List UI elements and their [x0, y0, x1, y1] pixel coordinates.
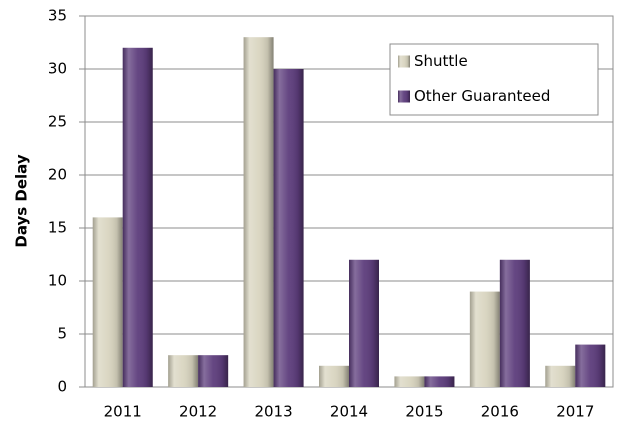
x-tick-label: 2011: [104, 403, 142, 421]
bar: [394, 376, 425, 387]
y-tick-label: 20: [48, 166, 67, 184]
legend-box: [389, 43, 599, 116]
bar: [499, 259, 530, 387]
bar: [198, 355, 229, 387]
bar: [168, 355, 199, 387]
y-tick-label: 30: [48, 60, 67, 78]
bar: [273, 69, 304, 387]
legend-swatch-bevel: [398, 55, 410, 68]
y-tick-label: 35: [48, 7, 67, 25]
bar: [319, 365, 349, 387]
x-tick-label: 2015: [405, 403, 443, 421]
legend-swatch-bevel: [398, 90, 410, 103]
y-tick-label: 25: [48, 113, 67, 131]
legend-label: Shuttle: [414, 52, 468, 70]
x-tick-label: 2017: [556, 403, 594, 421]
x-tick-label: 2016: [481, 403, 519, 421]
x-tick-label: 2014: [330, 403, 368, 421]
bar: [243, 37, 274, 387]
y-tick-label: 0: [57, 378, 67, 396]
x-tick-label: 2013: [254, 403, 292, 421]
bar: [349, 259, 379, 387]
y-tick-label: 10: [48, 272, 67, 290]
legend-label: Other Guaranteed: [414, 87, 550, 105]
bar: [122, 47, 153, 388]
bar: [92, 217, 123, 387]
bar: [575, 344, 606, 387]
bar: [424, 376, 455, 387]
bar: [545, 365, 576, 387]
y-tick-label: 15: [48, 219, 67, 237]
x-tick-label: 2012: [179, 403, 217, 421]
y-axis-label: Days Delay: [13, 154, 31, 247]
bar: [469, 291, 500, 387]
y-tick-label: 5: [57, 325, 67, 343]
